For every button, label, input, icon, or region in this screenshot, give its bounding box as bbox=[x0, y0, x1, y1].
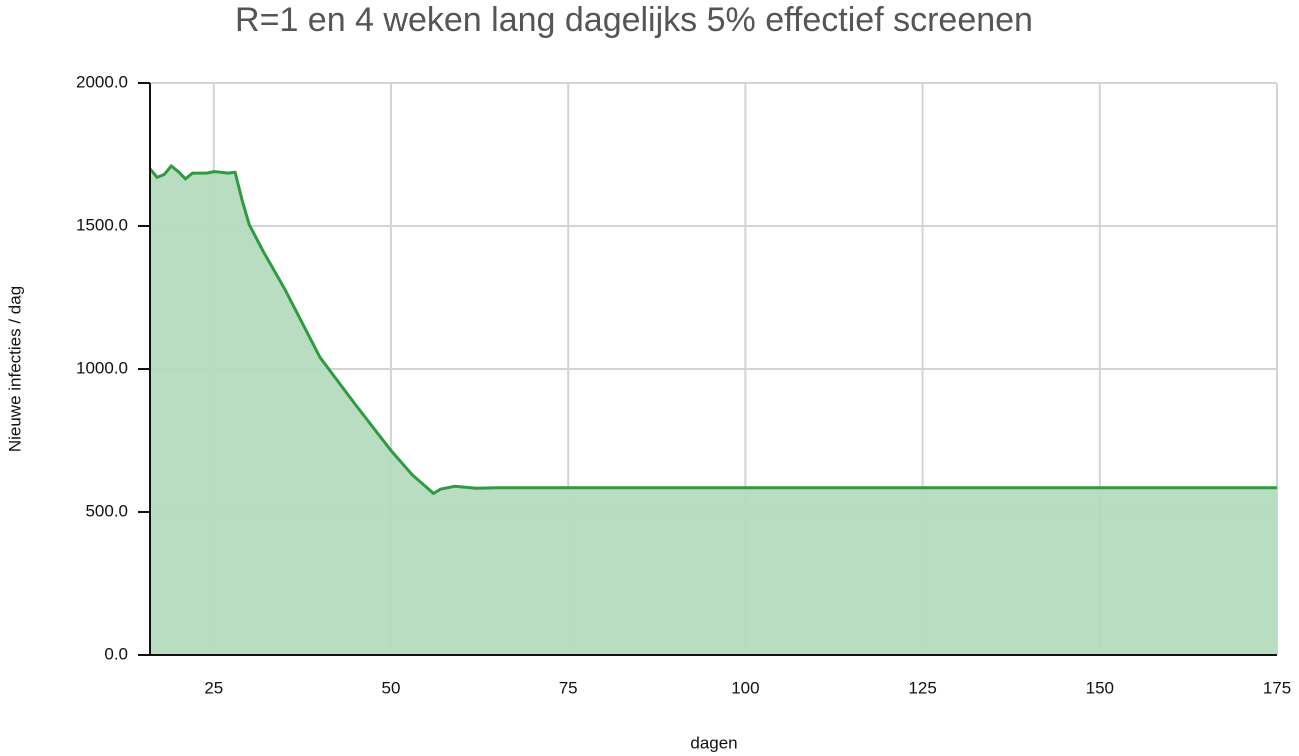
y-tick-label: 1000.0 bbox=[76, 358, 128, 377]
chart-title: R=1 en 4 weken lang dagelijks 5% effecti… bbox=[235, 1, 1033, 39]
y-tick-label: 500.0 bbox=[85, 501, 128, 520]
x-tick-label: 75 bbox=[559, 678, 578, 697]
x-tick-label: 150 bbox=[1086, 678, 1114, 697]
y-tick-label: 2000.0 bbox=[76, 72, 128, 91]
y-axis-label: Nieuwe infecties / dag bbox=[5, 286, 24, 452]
line bbox=[148, 163, 1277, 496]
area bbox=[150, 165, 1277, 655]
x-tick-label: 50 bbox=[382, 678, 401, 697]
x-axis-label: dagen bbox=[690, 733, 737, 752]
y-tick-label: 0.0 bbox=[104, 644, 128, 663]
x-tick-label: 125 bbox=[908, 678, 936, 697]
x-tick-label: 100 bbox=[731, 678, 759, 697]
x-tick-label: 25 bbox=[204, 678, 223, 697]
y-tick-label: 1500.0 bbox=[76, 215, 128, 234]
x-tick-label: 175 bbox=[1263, 678, 1291, 697]
